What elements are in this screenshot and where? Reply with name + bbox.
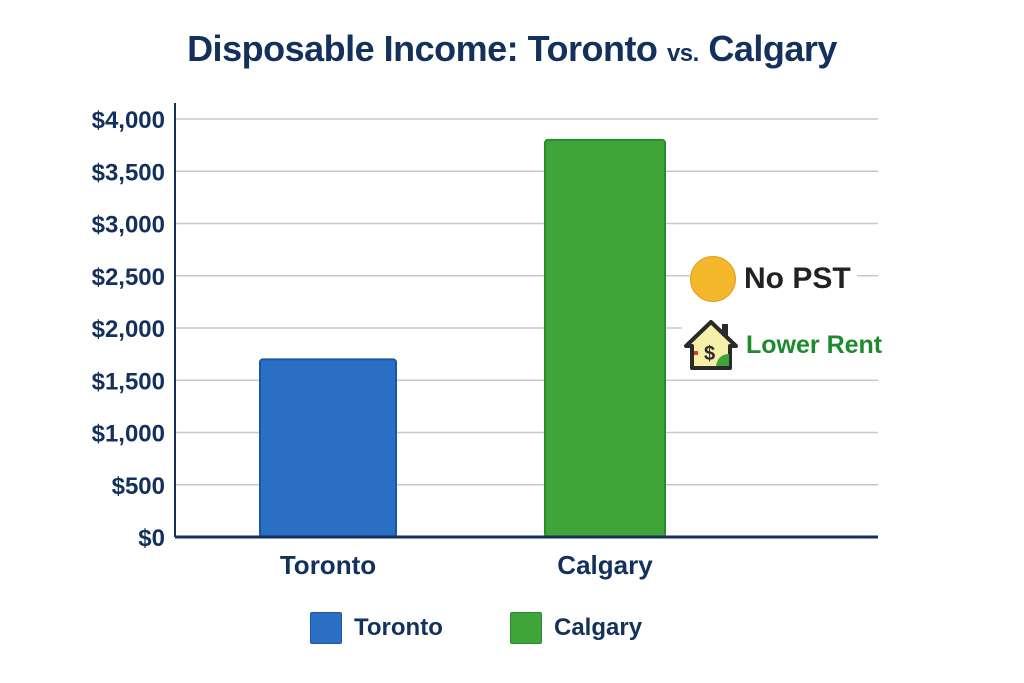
- x-tick-label: Toronto: [280, 550, 376, 580]
- y-tick-label: $3,500: [92, 159, 165, 186]
- y-tick-label: $1,000: [92, 421, 165, 448]
- y-tick-label: $2,500: [92, 264, 165, 291]
- bar-toronto: [259, 358, 397, 538]
- legend-swatch: [310, 612, 342, 644]
- title-end: Calgary: [708, 28, 837, 69]
- chart-title: Disposable Income: Toronto vs. Calgary: [0, 28, 1024, 70]
- title-main: Disposable Income: Toronto: [187, 28, 658, 69]
- y-tick-label: $0: [138, 525, 165, 552]
- house-dollar-icon: $: [684, 320, 738, 370]
- annotation-lower-rent: $ Lower Rent: [682, 318, 883, 372]
- bar-calgary: [544, 138, 666, 538]
- legend-label: Calgary: [554, 614, 643, 641]
- title-vs: vs.: [666, 40, 699, 67]
- legend-item-toronto: Toronto: [310, 612, 443, 644]
- y-tick-label: $500: [112, 473, 165, 500]
- annotation-no-pst: No PST: [690, 256, 857, 302]
- annotation-label: Lower Rent: [746, 330, 883, 359]
- svg-text:$: $: [704, 343, 715, 365]
- legend-swatch: [510, 612, 542, 644]
- y-tick-label: $1,500: [92, 368, 165, 395]
- legend-label: Toronto: [354, 614, 443, 641]
- x-tick-label: Calgary: [557, 550, 653, 580]
- annotation-label: No PST: [744, 262, 851, 295]
- y-tick-label: $2,000: [92, 316, 165, 343]
- legend-item-calgary: Calgary: [510, 612, 642, 644]
- y-tick-label: $3,000: [92, 212, 165, 239]
- y-tick-label: $4,000: [92, 107, 165, 134]
- gold-coin-icon: [690, 256, 736, 302]
